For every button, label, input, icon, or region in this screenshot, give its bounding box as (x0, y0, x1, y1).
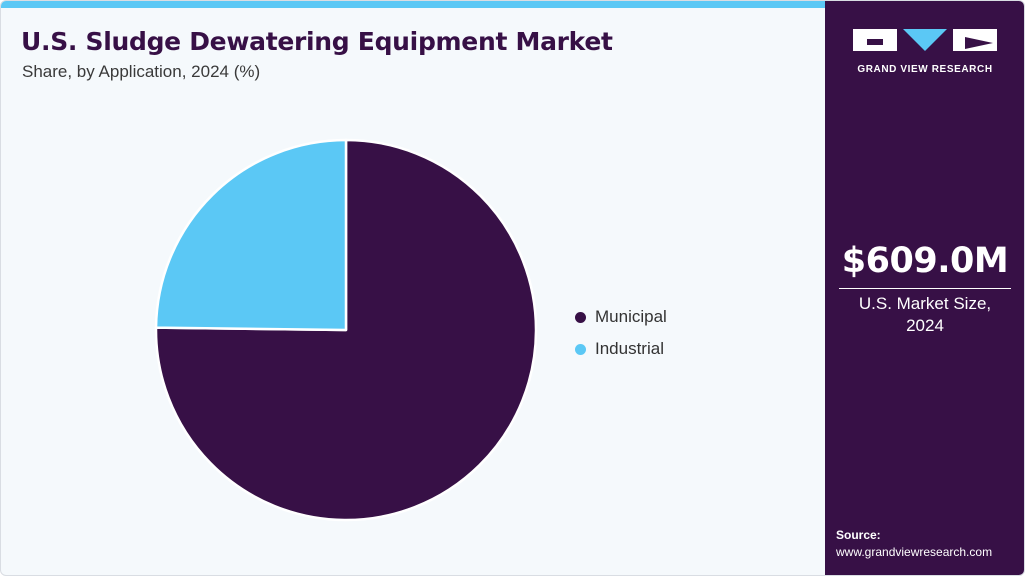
legend-label-municipal: Municipal (595, 307, 667, 326)
pie-slice-industrial (154, 138, 348, 332)
source-url[interactable]: www.grandviewresearch.com (836, 545, 993, 559)
market-size-value: $609.0M (841, 241, 1009, 281)
legend-item-municipal: Municipal (575, 301, 667, 333)
logo-text: GRAND VIEW RESEARCH (857, 64, 993, 75)
legend-item-industrial: Industrial (575, 333, 667, 365)
chart-title: U.S. Sludge Dewatering Equipment Market (21, 27, 613, 56)
legend-swatch-industrial (575, 343, 586, 355)
chart-subtitle: Share, by Application, 2024 (%) (22, 62, 261, 81)
market-size-label-line2: 2024 (906, 316, 944, 335)
side-panel: GRAND VIEW RESEARCH $609.0M U.S. Market … (825, 1, 1024, 575)
chart-legend: Municipal Industrial (575, 301, 667, 365)
top-accent-bar (1, 1, 825, 8)
market-size-label: U.S. Market Size, 2024 (825, 293, 1024, 337)
pie-slice-municipal (154, 138, 538, 522)
grand-view-research-logo: GRAND VIEW RESEARCH (853, 27, 997, 75)
legend-label-industrial: Industrial (595, 339, 664, 358)
value-divider (839, 288, 1011, 289)
legend-swatch-municipal (575, 311, 586, 323)
market-size-label-line1: U.S. Market Size, (858, 294, 992, 313)
source-label: Source: (836, 528, 881, 542)
pie-chart (154, 138, 538, 522)
gvr-logo-mark-icon (853, 29, 997, 51)
